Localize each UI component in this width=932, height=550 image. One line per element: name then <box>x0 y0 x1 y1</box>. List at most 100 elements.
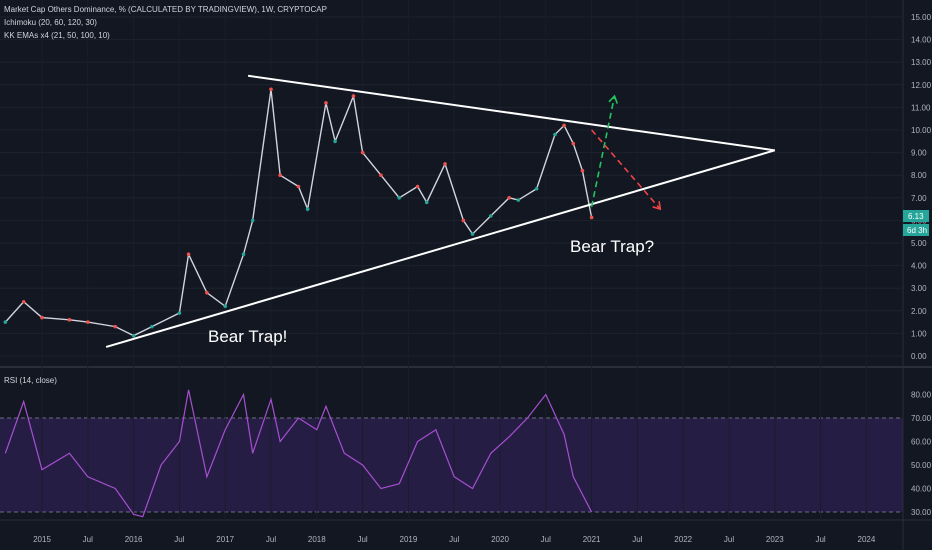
price-tick-label: 0.00 <box>911 352 927 361</box>
time-tick-label: Jul <box>724 535 734 544</box>
price-tick-label: 2.00 <box>911 307 927 316</box>
legend-main[interactable]: Market Cap Others Dominance, % (CALCULAT… <box>4 5 327 14</box>
rsi-band <box>0 418 903 512</box>
projection-bearish <box>590 129 661 210</box>
time-tick-label: 2018 <box>308 535 326 544</box>
price-points <box>3 87 594 338</box>
time-axis: 2015 Jul 2016 Jul 2017 Jul 2018 Jul 2019 Jul 2020 J… <box>33 0 876 544</box>
price-tick-label: 4.00 <box>911 262 927 271</box>
price-point <box>360 150 365 155</box>
price-point <box>443 162 447 166</box>
price-tick-label: 14.00 <box>911 36 932 45</box>
price-tick-label: 12.00 <box>911 81 932 90</box>
time-tick-label: 2017 <box>216 535 234 544</box>
price-point <box>223 304 227 309</box>
price-point <box>205 290 209 295</box>
time-tick-label: 2022 <box>674 535 692 544</box>
price-tick-label: 5.00 <box>911 239 927 248</box>
rsi-tick-label: 50.00 <box>911 461 932 470</box>
price-point <box>40 315 44 320</box>
annotation-bear-trap-1: Bear Trap! <box>208 327 287 346</box>
legend-rsi[interactable]: RSI (14, close) <box>4 376 57 385</box>
projection-bullish <box>590 95 616 208</box>
price-point <box>177 311 182 315</box>
price-point <box>131 333 136 338</box>
time-tick-label: Jul <box>357 535 367 544</box>
time-tick-label: 2020 <box>491 535 509 544</box>
projection-arrowhead-bullish <box>608 94 619 104</box>
time-tick-label: Jul <box>266 535 276 544</box>
last-price-badge <box>903 210 929 222</box>
price-tick-label: 9.00 <box>911 149 927 158</box>
last-price-label: 6.13 <box>908 212 924 221</box>
price-point <box>580 168 585 173</box>
price-point <box>150 324 154 329</box>
time-tick-label: Jul <box>83 535 93 544</box>
projections <box>590 94 662 211</box>
price-point <box>553 132 557 137</box>
price-point <box>278 173 282 177</box>
price-point <box>86 320 90 324</box>
time-tick-label: Jul <box>815 535 825 544</box>
price-point <box>296 184 301 189</box>
time-tick-label: 2021 <box>583 535 601 544</box>
price-point <box>3 320 8 324</box>
time-tick-label: 2016 <box>125 535 143 544</box>
price-point <box>67 318 72 322</box>
price-point <box>534 186 539 191</box>
price-tick-label: 1.00 <box>911 329 927 338</box>
price-axis: 0.001.002.003.004.005.006.007.008.009.00… <box>0 13 932 361</box>
price-point <box>351 94 356 98</box>
rsi-tick-label: 60.00 <box>911 438 932 447</box>
annotation-bear-trap-2: Bear Trap? <box>570 237 654 256</box>
price-point <box>516 198 521 202</box>
price-tick-label: 13.00 <box>911 58 932 67</box>
price-point <box>397 196 402 200</box>
price-point <box>415 184 420 189</box>
price-tick-label: 15.00 <box>911 13 932 22</box>
time-tick-label: Jul <box>632 535 642 544</box>
price-point <box>470 232 475 236</box>
time-tick-label: 2019 <box>400 535 418 544</box>
price-point <box>461 218 466 223</box>
price-point <box>324 101 328 105</box>
projection-arrowhead-bearish <box>652 201 662 211</box>
price-point <box>250 218 255 223</box>
time-tick-label: Jul <box>174 535 184 544</box>
trendlines[interactable] <box>105 74 776 348</box>
legend-ichimoku[interactable]: Ichimoku (20, 60, 120, 30) <box>4 18 97 27</box>
price-point <box>113 324 118 329</box>
rsi-tick-label: 80.00 <box>911 391 932 400</box>
time-tick-label: Jul <box>541 535 551 544</box>
rsi-tick-label: 30.00 <box>911 508 932 517</box>
rsi-series-line <box>4 389 593 518</box>
price-point <box>269 87 273 92</box>
price-point <box>186 252 191 257</box>
time-tick-label: 2015 <box>33 535 51 544</box>
price-point <box>379 173 383 177</box>
time-tick-label: 2024 <box>858 535 876 544</box>
price-tick-label: 10.00 <box>911 126 932 135</box>
price-point <box>507 196 511 200</box>
time-tick-label: 2023 <box>766 535 784 544</box>
price-point <box>241 252 246 257</box>
price-tick-label: 3.00 <box>911 284 927 293</box>
price-tick-label: 7.00 <box>911 194 927 203</box>
price-point <box>333 139 337 144</box>
time-tick-label: Jul <box>449 535 459 544</box>
price-point <box>21 299 26 304</box>
countdown-badge <box>903 224 929 236</box>
price-tick-label: 8.00 <box>911 171 927 180</box>
price-point <box>489 214 493 218</box>
rsi-axis: 30.00 40.00 50.00 60.00 70.00 80.00 <box>911 391 932 518</box>
price-point <box>305 207 310 211</box>
legend-emas[interactable]: KK EMAs x4 (21, 50, 100, 10) <box>4 31 110 40</box>
countdown-label: 6d 3h <box>907 226 927 235</box>
rsi-tick-label: 70.00 <box>911 414 932 423</box>
trendline-upper <box>247 74 775 152</box>
price-point <box>589 215 594 220</box>
price-tick-label: 11.00 <box>911 103 931 112</box>
price-point <box>562 123 566 128</box>
price-point <box>424 200 429 205</box>
